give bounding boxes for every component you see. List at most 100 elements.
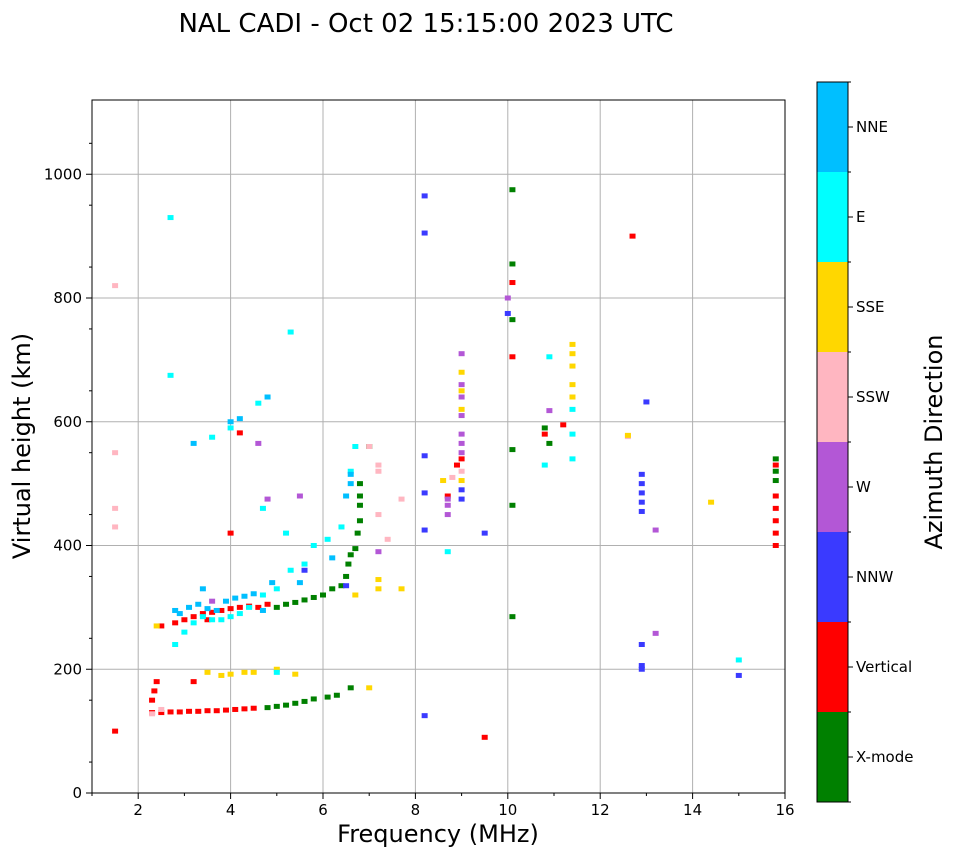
data-point	[440, 478, 447, 484]
colorbar: X-mode Vertical NNW W SSW SSE E NNE	[816, 81, 913, 803]
data-point	[209, 434, 216, 440]
y-tick-label: 0	[72, 784, 82, 802]
data-point	[629, 233, 636, 239]
data-point	[569, 394, 576, 400]
data-point	[333, 692, 340, 698]
data-point	[343, 493, 350, 499]
data-point	[772, 543, 779, 548]
data-point	[458, 388, 465, 394]
data-point	[509, 317, 516, 323]
data-point	[735, 672, 742, 678]
data-point	[320, 592, 326, 598]
data-point	[190, 440, 197, 446]
data-point	[250, 705, 257, 711]
x-tick-label: 12	[591, 801, 610, 819]
data-point	[310, 696, 317, 702]
data-point	[204, 606, 211, 612]
data-point	[310, 543, 317, 548]
data-point	[292, 700, 299, 706]
data-point	[329, 555, 336, 561]
data-point	[352, 546, 359, 552]
data-point	[338, 583, 345, 589]
series-w	[209, 295, 659, 636]
data-point	[273, 586, 280, 592]
data-point	[375, 577, 382, 583]
data-point	[112, 505, 119, 511]
chart-title: NAL CADI - Oct 02 15:15:00 2023 UTC	[178, 9, 673, 39]
data-point	[172, 642, 179, 647]
data-point	[250, 591, 257, 597]
data-point	[458, 369, 465, 375]
data-point	[181, 629, 188, 635]
data-point	[241, 706, 248, 712]
data-point	[301, 561, 308, 567]
data-point	[167, 709, 174, 715]
data-point	[273, 703, 280, 709]
series-vertical	[112, 233, 779, 740]
data-point	[352, 444, 359, 449]
y-axis-label: Virtual height (km)	[8, 333, 36, 559]
data-point	[546, 408, 553, 414]
data-point	[112, 283, 119, 289]
data-point	[509, 614, 516, 620]
colorbar-segment	[817, 262, 848, 352]
data-point	[176, 709, 183, 715]
data-point	[236, 604, 243, 610]
data-point	[398, 586, 405, 592]
data-point	[458, 394, 465, 400]
data-point	[458, 456, 465, 462]
data-point	[112, 728, 119, 734]
data-point	[287, 567, 294, 573]
data-point	[204, 617, 211, 623]
data-point	[204, 708, 211, 714]
x-tick-label: 16	[775, 801, 794, 819]
series-ssw	[112, 283, 631, 717]
series-nnw	[301, 193, 742, 719]
data-point	[509, 187, 516, 193]
colorbar-segment	[817, 532, 848, 622]
data-point	[241, 669, 248, 675]
data-point	[458, 468, 465, 474]
y-tick-label: 800	[53, 289, 82, 307]
data-point	[772, 456, 779, 462]
data-point	[301, 567, 308, 573]
data-point	[504, 295, 511, 301]
data-point	[375, 586, 382, 592]
data-point	[458, 413, 465, 419]
data-point	[444, 496, 451, 502]
data-point	[458, 487, 465, 493]
data-point	[652, 630, 659, 636]
data-point	[199, 611, 206, 617]
y-tick-label: 400	[53, 537, 82, 555]
data-point	[172, 620, 179, 626]
data-point	[638, 642, 645, 647]
data-point	[643, 399, 650, 405]
data-point	[236, 611, 243, 617]
y-tick-label: 1000	[44, 165, 82, 183]
data-point	[375, 549, 382, 555]
data-point	[453, 462, 460, 468]
data-point	[149, 697, 156, 703]
data-point	[301, 597, 308, 603]
data-point	[546, 440, 553, 446]
data-point	[375, 462, 382, 468]
data-point	[772, 493, 779, 499]
data-point	[324, 694, 331, 700]
data-point	[356, 493, 363, 499]
data-point	[638, 508, 645, 514]
data-point	[772, 468, 779, 474]
data-point	[149, 711, 156, 717]
data-point	[569, 431, 576, 437]
data-marks	[112, 187, 779, 740]
series-e	[167, 215, 742, 675]
data-point	[292, 671, 299, 677]
data-point	[356, 481, 363, 487]
data-point	[158, 710, 165, 716]
data-point	[343, 583, 350, 589]
data-point	[772, 518, 779, 524]
data-point	[222, 707, 229, 713]
colorbar-frame	[816, 81, 849, 803]
data-point	[481, 530, 488, 536]
data-point	[259, 505, 266, 511]
data-point	[449, 474, 456, 480]
